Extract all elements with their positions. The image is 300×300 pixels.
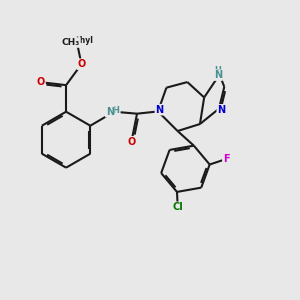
Text: H: H bbox=[214, 67, 221, 76]
Text: CH₃: CH₃ bbox=[62, 38, 80, 47]
Text: N: N bbox=[106, 107, 114, 117]
Text: H: H bbox=[112, 106, 119, 115]
Text: N: N bbox=[217, 105, 225, 115]
Text: O: O bbox=[37, 77, 45, 87]
Text: N: N bbox=[214, 70, 222, 80]
Text: methyl: methyl bbox=[63, 36, 93, 45]
Text: F: F bbox=[223, 154, 230, 164]
Text: O: O bbox=[77, 59, 86, 69]
Text: O: O bbox=[128, 137, 136, 147]
Text: N: N bbox=[155, 105, 164, 115]
Text: Cl: Cl bbox=[172, 202, 183, 212]
